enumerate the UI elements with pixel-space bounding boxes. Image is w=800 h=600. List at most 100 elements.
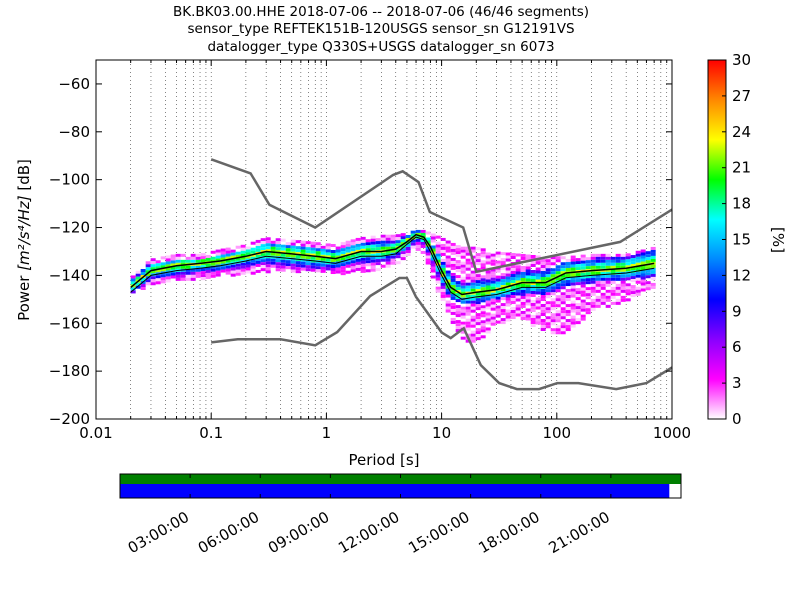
heatmap-cell <box>460 324 466 328</box>
heatmap-cell <box>525 296 531 300</box>
heatmap-cell <box>440 285 446 289</box>
heatmap-cell <box>155 260 161 264</box>
heatmap-cell <box>530 302 536 306</box>
heatmap-cell <box>500 282 506 286</box>
heatmap-cell <box>165 279 171 283</box>
heatmap-cell <box>450 311 456 315</box>
heatmap-cell <box>600 265 606 269</box>
heatmap-cell <box>365 257 371 261</box>
heatmap-cell <box>460 315 466 319</box>
heatmap-cell <box>385 234 391 238</box>
heatmap-cell <box>270 246 276 250</box>
heatmap-cell <box>515 292 521 296</box>
heatmap-cell <box>510 298 516 302</box>
heatmap-cell <box>630 285 636 289</box>
heatmap-cell <box>465 288 471 292</box>
heatmap-cell <box>515 271 521 275</box>
heatmap-cell <box>315 266 321 270</box>
heatmap-cell <box>525 284 531 288</box>
heatmap-cell <box>610 271 616 275</box>
heatmap-cell <box>400 251 406 255</box>
heatmap-cell <box>195 271 201 275</box>
heatmap-cell <box>490 316 496 320</box>
heatmap-cell <box>325 246 331 250</box>
heatmap-cell <box>355 237 361 241</box>
heatmap-cell <box>455 293 461 297</box>
heatmap-cell <box>535 315 541 319</box>
heatmap-cell <box>375 256 381 260</box>
heatmap-cell <box>455 260 461 264</box>
heatmap-cell <box>370 265 376 269</box>
heatmap-cell <box>540 271 546 275</box>
heatmap-cell <box>475 268 481 272</box>
heatmap-cell <box>470 324 476 328</box>
heatmap-cell <box>630 288 636 292</box>
heatmap-cell <box>445 243 451 247</box>
heatmap-cell <box>610 301 616 305</box>
heatmap-cell <box>590 307 596 311</box>
heatmap-cell <box>610 289 616 293</box>
heatmap-cell <box>365 260 371 264</box>
heatmap-cell <box>540 265 546 269</box>
heatmap-cell <box>225 256 231 260</box>
heatmap-cell <box>395 249 401 253</box>
heatmap-cell <box>320 254 326 258</box>
heatmap-cell <box>600 295 606 299</box>
heatmap-cell <box>495 278 501 282</box>
heatmap-cell <box>485 255 491 259</box>
heatmap-cell <box>615 259 621 263</box>
heatmap-cell <box>240 247 246 251</box>
heatmap-cell <box>245 246 251 250</box>
heatmap-cell <box>565 322 571 326</box>
heatmap-cell <box>280 259 286 263</box>
heatmap-cell <box>290 251 296 255</box>
heatmap-cell <box>260 268 266 272</box>
heatmap-cell <box>550 280 556 284</box>
heatmap-cell <box>535 297 541 301</box>
chart-title-line-2: sensor_type REFTEK151B-120USGS sensor_sn… <box>187 21 574 37</box>
heatmap-cell <box>610 277 616 281</box>
heatmap-cell <box>465 258 471 262</box>
heatmap-cell <box>585 275 591 279</box>
heatmap-cell <box>245 270 251 274</box>
heatmap-cell <box>260 241 266 245</box>
heatmap-cell <box>155 275 161 279</box>
heatmap-cell <box>565 262 571 266</box>
heatmap-cell <box>175 256 181 260</box>
heatmap-cell <box>210 256 216 260</box>
heatmap-cell <box>465 327 471 331</box>
heatmap-cell <box>285 242 291 246</box>
y-tick-label: −160 <box>49 314 90 332</box>
heatmap-cell <box>560 301 566 305</box>
heatmap-cell <box>490 313 496 317</box>
heatmap-cell <box>155 281 161 285</box>
heatmap-cell <box>390 243 396 247</box>
heatmap-cell <box>220 257 226 261</box>
heatmap-cell <box>610 262 616 266</box>
heatmap-cell <box>540 307 546 311</box>
heatmap-cell <box>625 298 631 302</box>
heatmap-cell <box>550 283 556 287</box>
x-axis-label: Period [s] <box>348 451 419 469</box>
time-tick-label: 18:00:00 <box>475 508 542 557</box>
heatmap-cell <box>485 273 491 277</box>
heatmap-cell <box>460 300 466 304</box>
heatmap-cell <box>455 248 461 252</box>
heatmap-cell <box>340 245 346 249</box>
heatmap-cell <box>415 244 421 248</box>
heatmap-cell <box>645 287 651 291</box>
heatmap-cell <box>370 259 376 263</box>
x-tick-label: 0.01 <box>79 424 112 442</box>
heatmap-cell <box>490 304 496 308</box>
heatmap-cell <box>505 300 511 304</box>
heatmap-cell <box>275 247 281 251</box>
heatmap-cell <box>495 290 501 294</box>
heatmap-cell <box>220 260 226 264</box>
heatmap-cell <box>255 263 261 267</box>
heatmap-cell <box>590 259 596 263</box>
heatmap-cell <box>380 243 386 247</box>
heatmap-cell <box>150 258 156 262</box>
heatmap-cell <box>520 316 526 320</box>
heatmap-cell <box>455 269 461 273</box>
heatmap-cell <box>365 248 371 252</box>
